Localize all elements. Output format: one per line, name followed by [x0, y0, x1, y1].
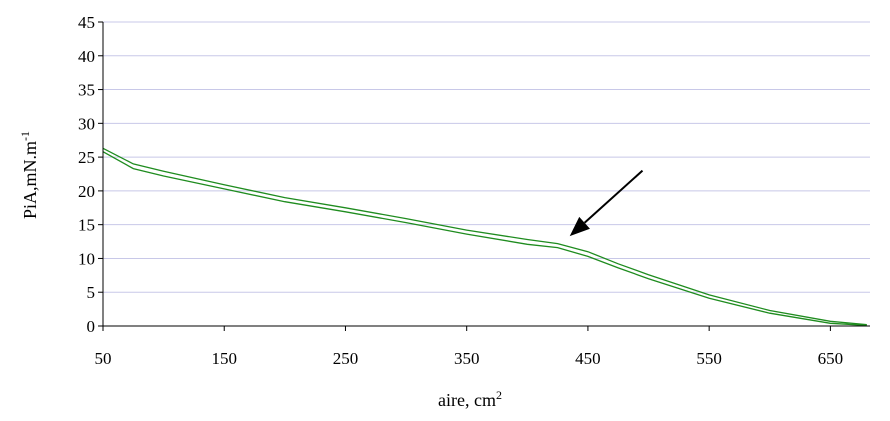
arrow-head	[569, 216, 590, 237]
y-tick-label: 10	[78, 249, 95, 268]
y-tick-label: 0	[87, 317, 96, 336]
x-axis-title: aire, cm2	[438, 388, 502, 410]
x-tick-label: 650	[818, 349, 844, 368]
y-tick-label: 20	[78, 182, 95, 201]
x-tick-label: 350	[454, 349, 480, 368]
series-line-1	[102, 147, 867, 326]
x-ticks: 50 150 250 350 450 550 650	[95, 326, 844, 368]
y-ticks: 0 5 10 15 20 25 30 35 40 45	[78, 13, 103, 336]
x-tick-label: 250	[333, 349, 359, 368]
y-tick-label: 15	[78, 216, 95, 235]
y-tick-label: 45	[78, 13, 95, 32]
x-tick-label: 450	[575, 349, 601, 368]
y-tick-label: 40	[78, 47, 95, 66]
y-tick-label: 5	[87, 283, 96, 302]
y-tick-label: 30	[78, 114, 95, 133]
annotation-arrow	[569, 169, 644, 237]
series-line-2	[102, 151, 867, 326]
arrow-shaft	[583, 169, 644, 224]
y-axis-title: PiA,mN.m-1	[18, 131, 40, 219]
y-tick-label: 25	[78, 148, 95, 167]
x-tick-label: 550	[696, 349, 722, 368]
grid-lines	[103, 21, 870, 293]
y-tick-label: 35	[78, 81, 95, 100]
series-group	[102, 147, 867, 326]
x-tick-label: 50	[95, 349, 112, 368]
x-tick-label: 150	[211, 349, 237, 368]
